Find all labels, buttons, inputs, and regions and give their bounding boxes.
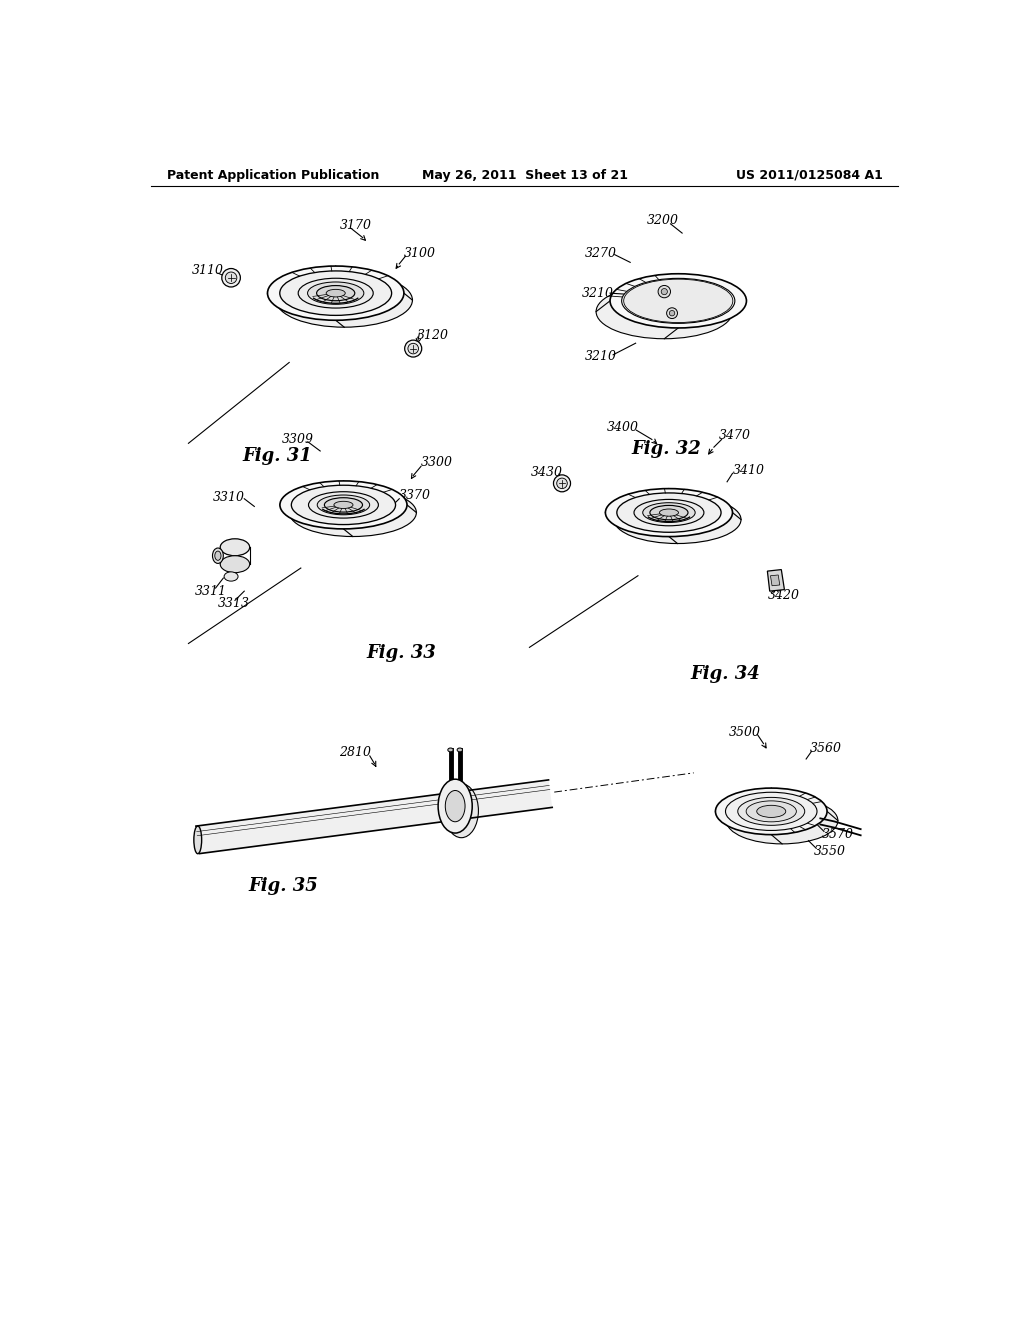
Text: May 26, 2011  Sheet 13 of 21: May 26, 2011 Sheet 13 of 21	[422, 169, 628, 182]
Ellipse shape	[444, 784, 478, 838]
Text: 3400: 3400	[607, 421, 639, 434]
Ellipse shape	[757, 805, 785, 817]
Ellipse shape	[457, 748, 463, 752]
Text: 3100: 3100	[403, 247, 436, 260]
Circle shape	[557, 478, 567, 488]
Ellipse shape	[280, 271, 391, 315]
Circle shape	[667, 308, 678, 318]
Ellipse shape	[596, 285, 732, 339]
Ellipse shape	[725, 792, 817, 830]
Ellipse shape	[298, 279, 373, 308]
Text: 3313: 3313	[218, 597, 250, 610]
Ellipse shape	[194, 826, 202, 854]
Ellipse shape	[308, 492, 379, 517]
Ellipse shape	[659, 510, 679, 516]
Text: US 2011/0125084 A1: US 2011/0125084 A1	[736, 169, 883, 182]
Text: Fig. 33: Fig. 33	[367, 644, 436, 661]
Ellipse shape	[280, 480, 407, 529]
Text: Fig. 35: Fig. 35	[248, 876, 317, 895]
Ellipse shape	[334, 502, 353, 508]
Text: 3270: 3270	[586, 247, 617, 260]
Polygon shape	[767, 570, 784, 591]
Text: 3560: 3560	[810, 742, 842, 755]
Ellipse shape	[307, 282, 364, 305]
Text: 3200: 3200	[647, 214, 679, 227]
Circle shape	[404, 341, 422, 358]
Ellipse shape	[267, 267, 403, 321]
Ellipse shape	[746, 801, 797, 822]
Ellipse shape	[224, 572, 238, 581]
Ellipse shape	[616, 492, 721, 532]
Ellipse shape	[276, 273, 413, 327]
Text: 3311: 3311	[195, 585, 226, 598]
Ellipse shape	[624, 279, 733, 322]
Circle shape	[662, 289, 668, 294]
Text: 3470: 3470	[719, 429, 752, 442]
Ellipse shape	[438, 779, 472, 833]
Text: 3420: 3420	[768, 589, 800, 602]
Ellipse shape	[610, 273, 746, 327]
Text: 3210: 3210	[582, 286, 613, 300]
Text: 2810: 2810	[339, 746, 371, 759]
Ellipse shape	[737, 797, 805, 825]
Ellipse shape	[317, 495, 370, 515]
Text: Patent Application Publication: Patent Application Publication	[167, 169, 379, 182]
Ellipse shape	[614, 495, 741, 544]
Circle shape	[222, 268, 241, 286]
Circle shape	[658, 285, 671, 298]
Text: 3410: 3410	[732, 463, 765, 477]
Circle shape	[670, 310, 675, 315]
Circle shape	[554, 475, 570, 492]
Ellipse shape	[650, 506, 688, 520]
Circle shape	[408, 343, 419, 354]
Text: 3500: 3500	[729, 726, 761, 739]
Text: 3570: 3570	[821, 828, 854, 841]
Text: Fig. 34: Fig. 34	[690, 665, 761, 684]
Text: 3550: 3550	[814, 845, 846, 858]
Circle shape	[225, 272, 237, 284]
Ellipse shape	[445, 791, 465, 822]
Ellipse shape	[325, 498, 362, 512]
Text: 3309: 3309	[282, 433, 313, 446]
Ellipse shape	[643, 503, 695, 523]
Ellipse shape	[215, 552, 221, 561]
Ellipse shape	[726, 797, 838, 843]
Ellipse shape	[220, 539, 250, 556]
Ellipse shape	[622, 279, 735, 323]
Ellipse shape	[212, 548, 223, 564]
Ellipse shape	[327, 289, 345, 297]
Text: 3120: 3120	[417, 329, 450, 342]
Text: 3300: 3300	[421, 455, 453, 469]
Ellipse shape	[605, 488, 732, 537]
Text: Fig. 32: Fig. 32	[632, 440, 701, 458]
Text: 3430: 3430	[531, 466, 563, 479]
Ellipse shape	[289, 488, 417, 536]
Ellipse shape	[292, 486, 395, 524]
Ellipse shape	[220, 556, 250, 573]
Polygon shape	[770, 576, 779, 586]
Text: 3170: 3170	[340, 219, 372, 232]
Text: 3110: 3110	[193, 264, 224, 277]
Polygon shape	[196, 780, 552, 854]
Ellipse shape	[447, 748, 454, 752]
Text: 3310: 3310	[213, 491, 246, 504]
Text: 3210: 3210	[586, 350, 617, 363]
Ellipse shape	[634, 499, 703, 525]
Ellipse shape	[716, 788, 827, 834]
Ellipse shape	[316, 285, 354, 301]
Text: 3370: 3370	[399, 490, 431, 502]
Text: Fig. 31: Fig. 31	[243, 447, 312, 466]
